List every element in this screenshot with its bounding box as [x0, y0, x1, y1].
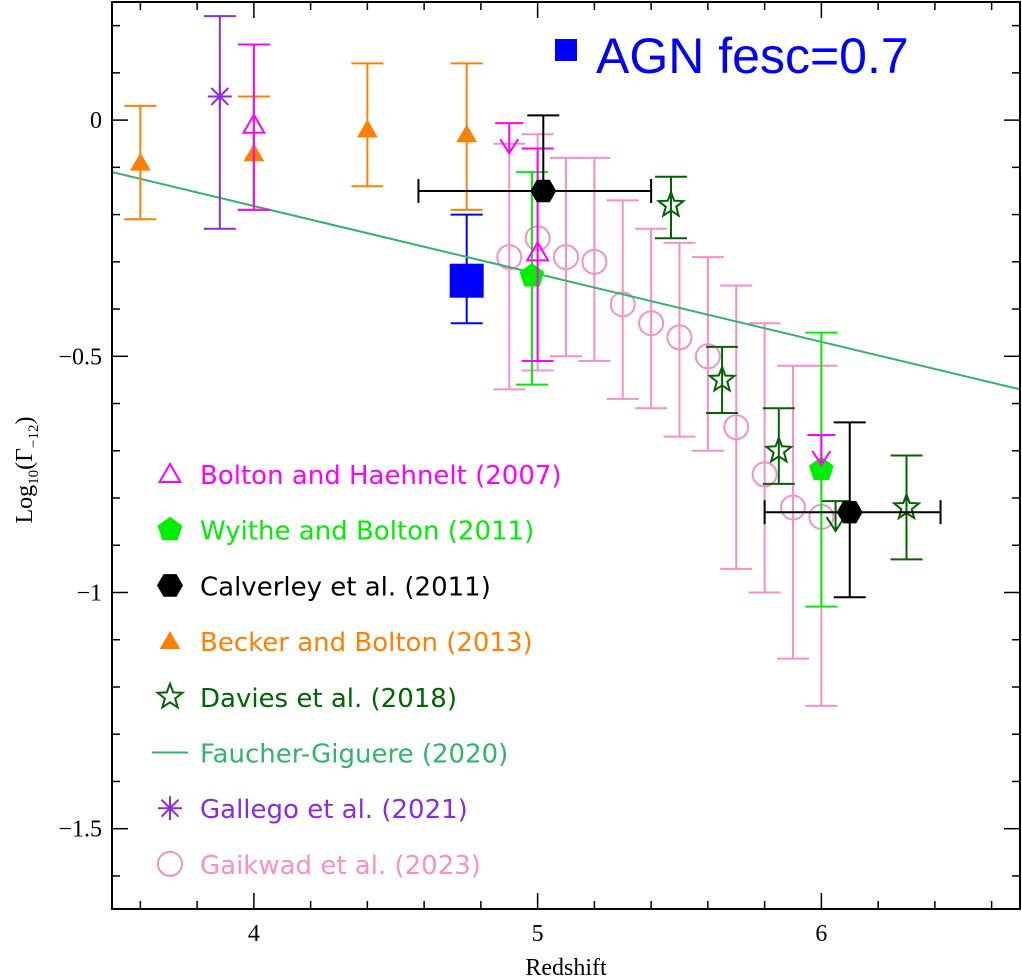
y-tick-label: −1.5	[58, 817, 102, 843]
x-tick-label: 4	[248, 921, 260, 947]
legend-marker	[157, 462, 183, 483]
model-point	[449, 263, 484, 298]
series-becker-and-bolton-2013	[124, 62, 483, 221]
data-point	[553, 244, 579, 271]
y-axis-title: Log10(Γ−12)	[12, 416, 42, 523]
model-annotation-text: AGN fesc=0.7	[596, 28, 909, 84]
legend-label: Calverley et al. (2011)	[200, 572, 491, 602]
data-point	[707, 364, 738, 393]
upper-limit-head	[499, 138, 520, 156]
upper-limit-arrow	[495, 122, 524, 156]
legend-label: Becker and Bolton (2013)	[200, 628, 533, 658]
data-point	[530, 179, 557, 203]
legend-label: Bolton and Haehnelt (2007)	[200, 461, 562, 491]
model-annotation: AGN fesc=0.7	[555, 28, 909, 84]
upper-limit-head	[825, 516, 846, 533]
asterisk-arm	[210, 87, 230, 106]
y-axis-title-open: (Γ	[12, 448, 38, 470]
data-point	[609, 291, 636, 318]
series-gallego-et-al-2021	[203, 15, 236, 230]
y-tick-label: −1	[76, 580, 102, 606]
legend-marker	[158, 796, 182, 821]
x-axis-title: Redshift	[525, 955, 607, 979]
plot-frame	[111, 1, 1021, 910]
y-tick-label: 0	[90, 108, 102, 134]
data-point	[456, 124, 478, 143]
x-tick-label: 6	[815, 921, 827, 947]
legend-label: Gaikwad et al. (2023)	[200, 851, 481, 881]
data-point	[763, 434, 794, 464]
data-point	[780, 494, 806, 521]
legend-marker	[157, 850, 183, 877]
legend-label: Wyithe and Bolton (2011)	[200, 517, 534, 547]
data-point	[809, 456, 834, 481]
y-axis-title-sub: 10	[26, 470, 42, 485]
data-point	[694, 343, 721, 370]
model-layer	[449, 213, 484, 325]
series-faucher-giguere-2020	[111, 171, 1021, 391]
data-point	[130, 152, 151, 171]
legend-marker	[154, 680, 186, 710]
legend-label: Gallego et al. (2021)	[200, 795, 468, 825]
data-point	[638, 310, 665, 337]
series-line	[111, 171, 1021, 391]
y-tick-label: −0.5	[58, 344, 102, 370]
legend-marker	[159, 631, 181, 650]
data-point	[525, 240, 550, 262]
legend-label: Faucher-Giguere (2020)	[200, 740, 508, 770]
asterisk-arm	[160, 799, 180, 818]
legend-marker	[157, 516, 183, 541]
series-calverley-et-al-2011	[417, 114, 942, 599]
series-layer	[111, 15, 1021, 707]
model-annotation-marker	[555, 39, 577, 61]
data-point	[655, 189, 687, 218]
x-tick-label: 5	[532, 921, 544, 947]
data-point	[581, 248, 608, 275]
data-point	[836, 500, 863, 524]
y-axis-title-base: Log	[12, 485, 38, 524]
data-point	[357, 119, 378, 138]
data-point	[666, 324, 693, 351]
y-axis-title-sub2: −12	[26, 424, 42, 447]
axes-layer: 4 5 6 0 −0.5 −1 −1.5	[58, 1, 1021, 947]
y-axis-title-close: )	[12, 416, 38, 424]
data-point	[723, 414, 750, 441]
data-point	[496, 244, 523, 271]
upper-limit-head	[811, 450, 832, 467]
upper-limit-arrow	[807, 433, 836, 467]
data-point	[241, 112, 267, 134]
data-point	[207, 84, 232, 109]
legend-label: Davies et al. (2018)	[200, 684, 457, 714]
legend: Bolton and Haehnelt (2007) Wyithe and Bol…	[152, 461, 562, 881]
legend-marker	[157, 574, 183, 597]
data-point	[751, 461, 778, 488]
